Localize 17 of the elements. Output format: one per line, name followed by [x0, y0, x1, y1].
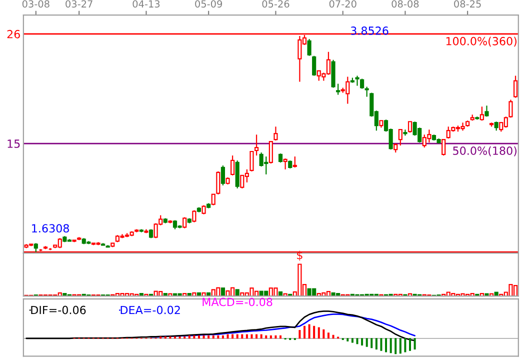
annotation: 1.6308	[32, 224, 69, 233]
x-tick-label: 07-20	[329, 0, 356, 8]
annotation: 100.0%(360)	[446, 36, 516, 47]
x-tick-label: 05-26	[262, 0, 290, 8]
x-tick-label: 04-13	[132, 0, 160, 8]
annotation: 3.8526	[350, 26, 388, 35]
text: MACD=-0.08	[202, 298, 272, 306]
legend-label: DIF=-0.06	[31, 306, 86, 314]
y-tick-label: 15	[8, 140, 20, 148]
annotation: 50.0%(180)	[453, 146, 516, 156]
x-tick-label: 05-09	[195, 0, 222, 8]
x-tick-label: 03-27	[66, 0, 92, 8]
y-tick-label: 26	[7, 30, 20, 38]
x-tick-label: 08-25	[454, 0, 481, 8]
legend-label: DEA=-0.02	[120, 306, 180, 314]
x-tick-label: 08-08	[392, 0, 419, 8]
x-tick-label: 03-08	[22, 0, 50, 8]
